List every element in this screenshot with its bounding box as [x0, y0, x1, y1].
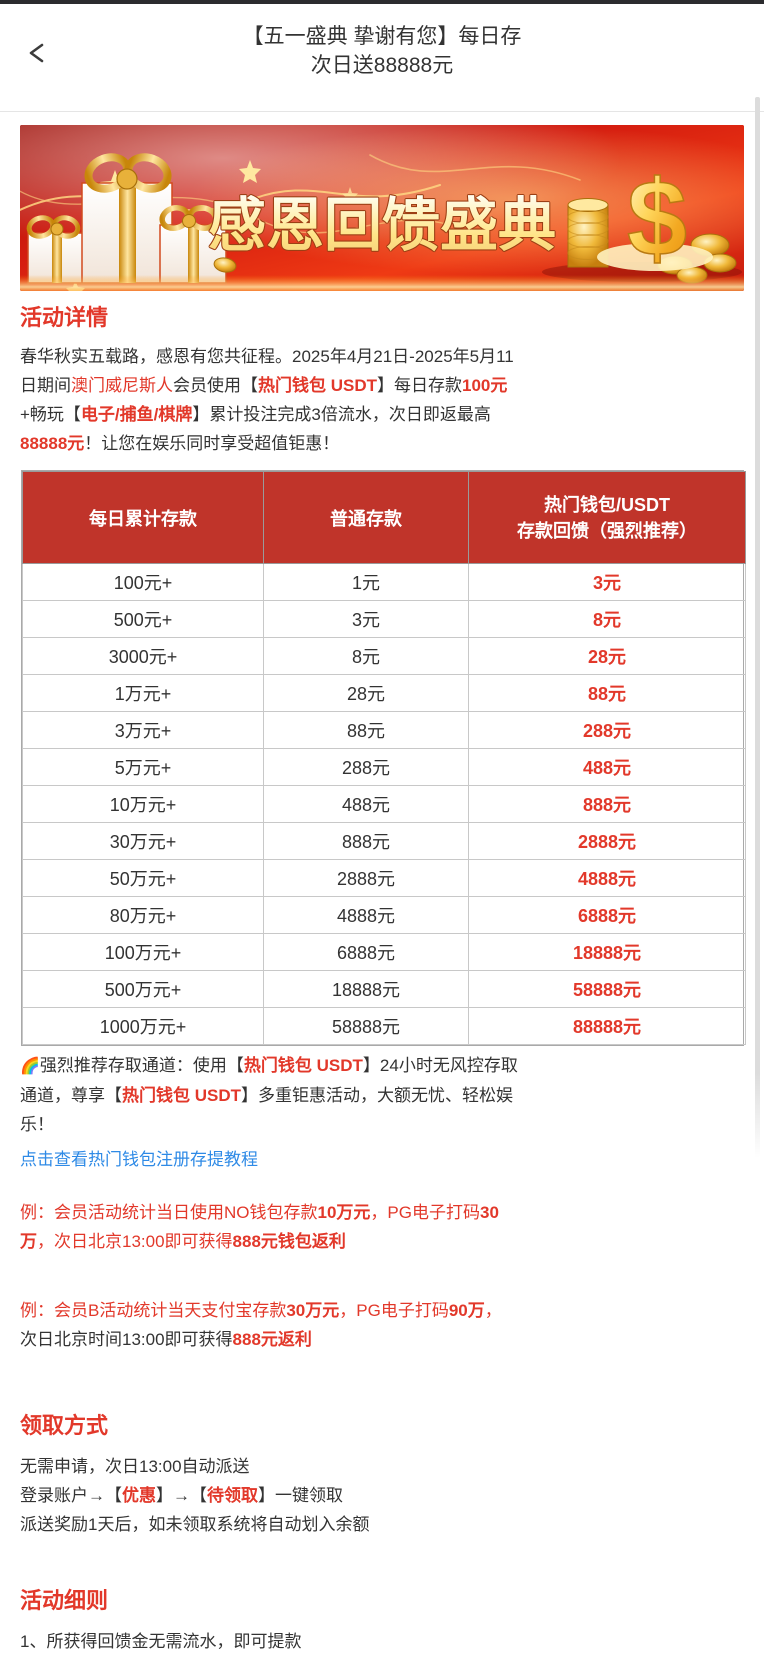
svg-text:感恩回馈盛典: 感恩回馈盛典: [208, 193, 556, 258]
svg-text:$: $: [627, 157, 687, 278]
